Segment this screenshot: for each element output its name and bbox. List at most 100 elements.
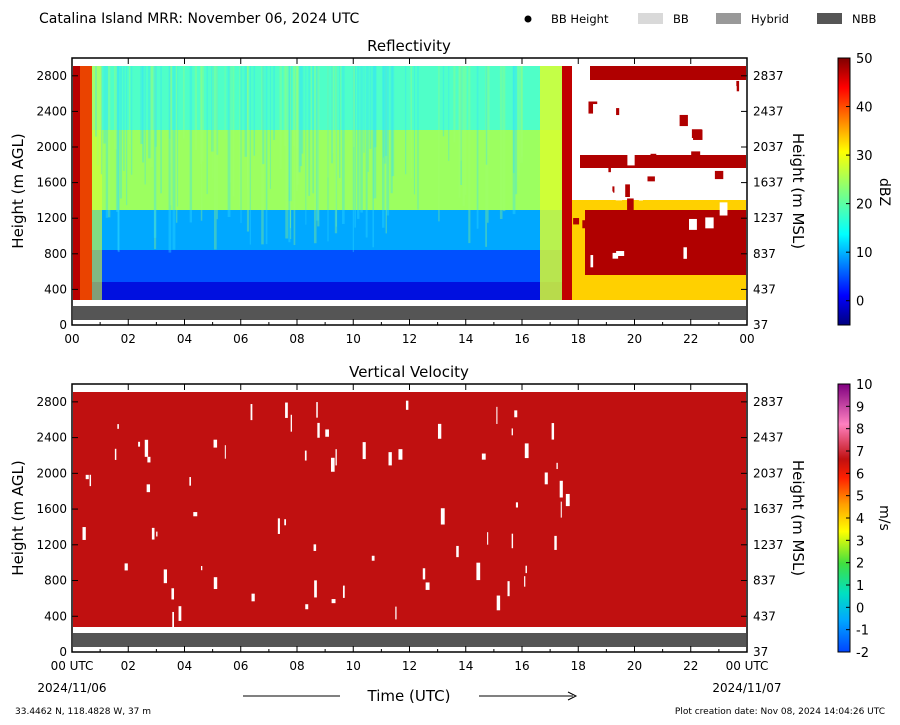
reflectivity-streak: [115, 66, 119, 212]
reflectivity-speckle: [582, 220, 592, 229]
reflectivity-streak: [160, 66, 162, 194]
reflectivity-streak: [169, 66, 172, 206]
velocity-gap: [524, 576, 526, 587]
y-tick-label-right: 37: [753, 318, 768, 332]
reflectivity-streak: [169, 66, 172, 164]
velocity-gap: [559, 480, 563, 498]
y-tick-label-right: 2437: [753, 431, 784, 445]
reflectivity-speckle: [681, 245, 684, 252]
reflectivity-region-storm-band2: [590, 66, 746, 80]
reflectivity-streak: [382, 66, 385, 228]
reflectivity-streak: [283, 66, 287, 146]
reflectivity-streak: [373, 66, 377, 199]
reflectivity-streak: [502, 66, 506, 212]
reflectivity-streak: [499, 66, 503, 220]
velocity-gap: [544, 472, 548, 485]
x-tick-label: 16: [514, 659, 529, 673]
reflectivity-speckle: [588, 101, 598, 114]
reflectivity-streak: [113, 66, 117, 150]
reflectivity-region-middle: [92, 130, 562, 210]
reflectivity-region-storm-band1: [580, 155, 746, 168]
reflectivity-streak: [176, 66, 179, 207]
reflectivity-streak: [153, 66, 157, 238]
reflectivity-streak: [128, 66, 131, 145]
x-tick-label: 06: [233, 659, 248, 673]
reflectivity-speckle: [691, 129, 702, 139]
velocity-gap: [507, 581, 510, 597]
reflectivity-region-storm-core: [585, 210, 746, 275]
velocity-gap: [285, 402, 288, 418]
velocity-region-main: [73, 392, 746, 627]
reflectivity-streak: [130, 66, 133, 175]
reflectivity-streak: [232, 66, 235, 197]
x-tick-label: 10: [346, 332, 361, 346]
reflectivity-speckle: [612, 186, 615, 193]
reflectivity-streak: [413, 66, 416, 195]
reflectivity-streak: [117, 66, 120, 253]
reflectivity-field: [73, 66, 746, 300]
velocity-gap: [514, 410, 518, 418]
reflectivity-streak: [331, 66, 335, 154]
reflectivity-region-bottom: [92, 282, 562, 300]
colorbar-tick-label: 7: [856, 445, 864, 460]
reflectivity-streak: [342, 66, 345, 224]
reflectivity-streak: [183, 66, 185, 139]
reflectivity-streak: [194, 66, 197, 151]
reflectivity-speckle: [593, 104, 602, 115]
velocity-gap: [556, 462, 558, 470]
reflectivity-streak: [105, 66, 109, 218]
y-tick-label-right: 1637: [753, 502, 784, 516]
velocity-gap: [511, 533, 514, 549]
x-tick-label: 16: [514, 332, 529, 346]
reflectivity-title: Reflectivity: [367, 37, 451, 55]
reflectivity-streak: [462, 66, 465, 206]
reflectivity-streak: [206, 66, 208, 195]
reflectivity-streak: [360, 66, 363, 213]
colorbar-tick-label: 4: [856, 512, 864, 527]
x-tick-label: 06: [233, 332, 248, 346]
reflectivity-speckle: [683, 247, 687, 259]
velocity-gap: [89, 474, 92, 487]
reflectivity-streak: [298, 66, 301, 173]
velocity-gap: [388, 452, 392, 466]
reflectivity-streak: [295, 66, 298, 192]
reflectivity-region-storm-left: [562, 66, 572, 300]
reflectivity-streak: [459, 66, 463, 161]
x-tick-label: 04: [177, 332, 192, 346]
reflectivity-streak: [354, 66, 356, 228]
y-tick-label-right: 1637: [753, 176, 784, 190]
reflectivity-streak: [331, 66, 333, 164]
reflectivity-speckle: [609, 191, 614, 196]
colorbar-tick-label: 40: [856, 101, 873, 116]
reflectivity-streak: [338, 66, 341, 179]
velocity-gap: [554, 535, 557, 550]
velocity-gap: [144, 439, 149, 457]
colorbar-tick-label: 9: [856, 400, 864, 415]
velocity-gap: [560, 501, 562, 518]
reflectivity-streak: [518, 66, 520, 176]
x-tick-label: 14: [458, 659, 473, 673]
velocity-gap: [114, 448, 117, 460]
colorbar-tick-label: 6: [856, 467, 864, 482]
bb-height-legend-marker: [524, 15, 532, 23]
velocity-gap: [147, 456, 151, 463]
reflectivity-speckle: [726, 110, 730, 120]
velocity-gap: [172, 611, 174, 629]
reflectivity-colorbar-ticks: 0 10 20 30 40 50: [846, 52, 873, 310]
velocity-nbb-strip: [73, 633, 746, 647]
reflectivity-streak: [265, 66, 268, 245]
station-coords: 33.4462 N, 118.4828 W, 37 m: [15, 707, 151, 717]
reflectivity-nbb-strip: [73, 306, 746, 320]
reflectivity-streak: [103, 66, 106, 144]
x-tick-label: 10: [346, 659, 361, 673]
reflectivity-streak: [239, 66, 241, 207]
end-date: 2024/11/07: [712, 681, 781, 695]
velocity-gap: [331, 599, 336, 604]
reflectivity-streak: [246, 66, 250, 232]
velocity-gap: [151, 527, 155, 540]
y-tick-label: 2000: [36, 140, 67, 154]
reflectivity-speckle: [647, 176, 655, 182]
reflectivity-streak: [417, 66, 419, 210]
reflectivity-streak: [453, 66, 456, 143]
velocity-colorbar-ticks: -2 -1 0 1 2 3 4 5 6 7 8 9 10: [846, 378, 873, 661]
